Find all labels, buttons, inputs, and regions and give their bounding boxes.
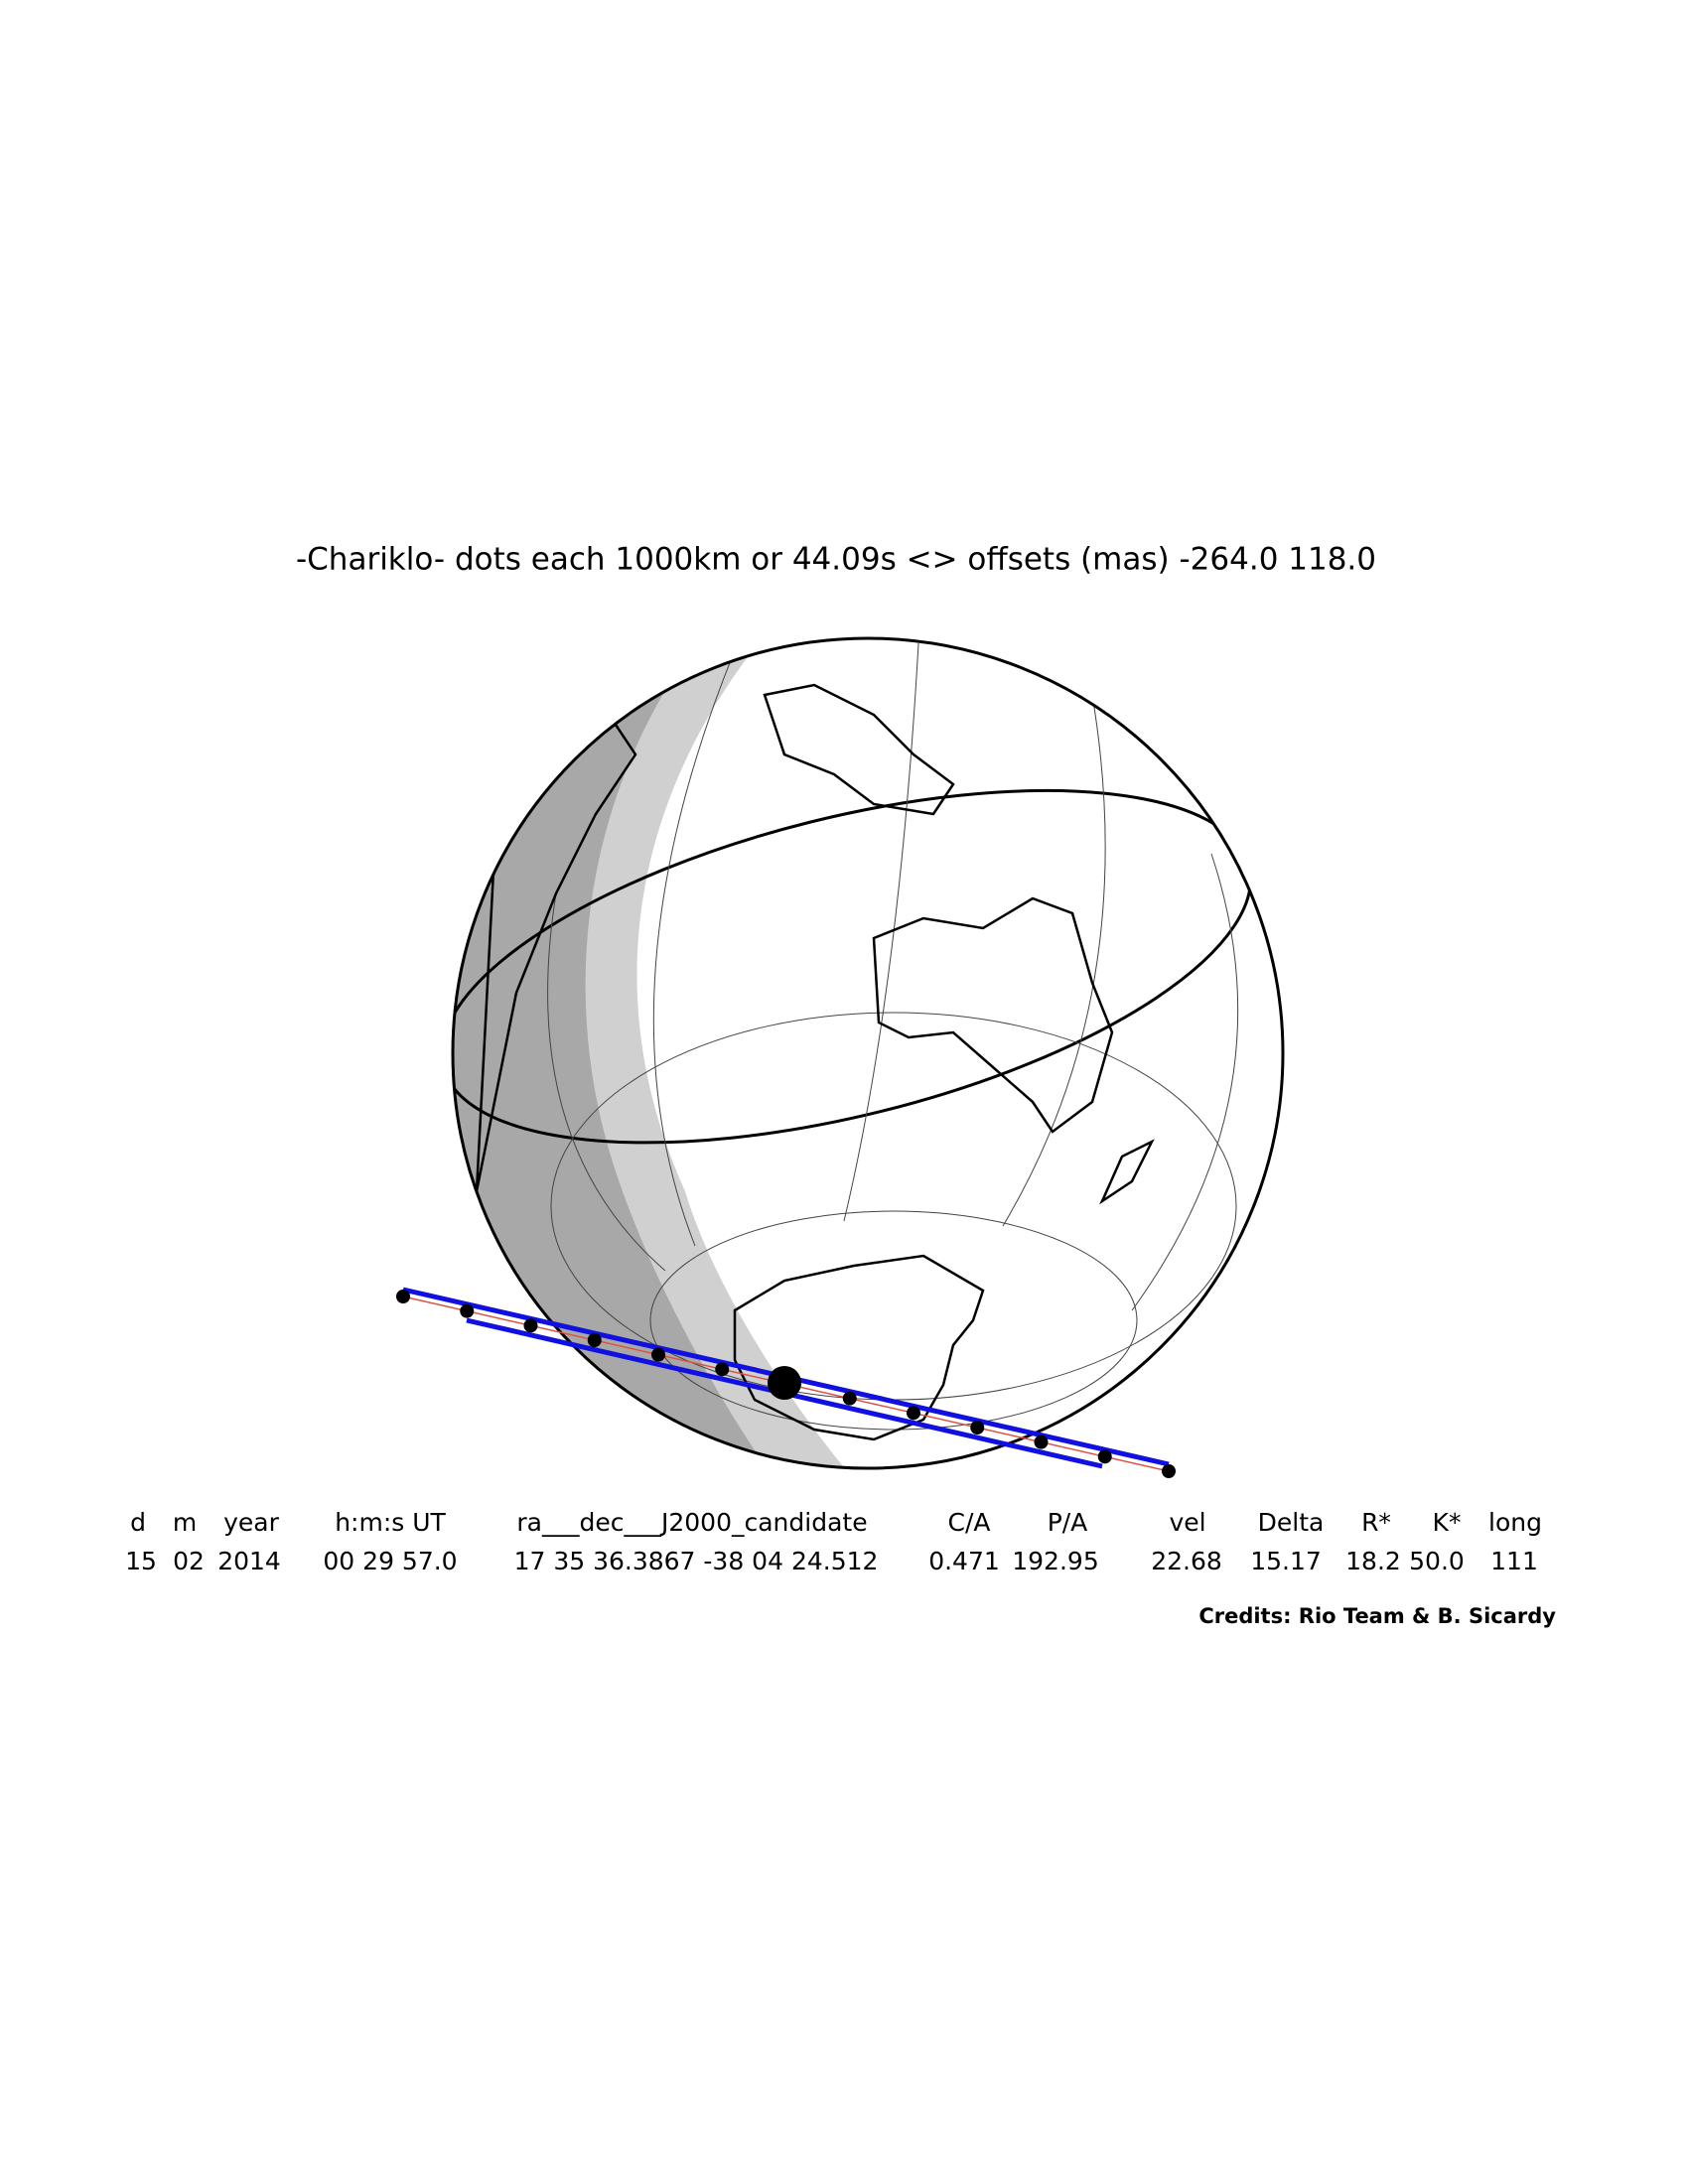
- meridian: [1131, 853, 1239, 1311]
- map-title: -Chariklo- dots each 1000km or 44.09s <>…: [296, 542, 1376, 578]
- southeast-asia: [763, 683, 955, 816]
- column-header: vel: [1169, 1508, 1205, 1537]
- column-header: Delta: [1258, 1508, 1325, 1537]
- new-zealand: [1099, 1139, 1155, 1205]
- path-dot: [587, 1333, 602, 1347]
- column-header: K*: [1433, 1508, 1462, 1537]
- path-dot: [1034, 1434, 1049, 1449]
- column-value: 18.2: [1345, 1547, 1401, 1575]
- column-header: year: [223, 1508, 279, 1537]
- meridian: [1002, 694, 1106, 1227]
- column-header: R*: [1361, 1508, 1391, 1537]
- column-value: 50.0: [1409, 1547, 1465, 1575]
- path-dot: [970, 1421, 985, 1434]
- column-value: 15: [125, 1547, 157, 1575]
- column-value: 15.17: [1250, 1547, 1322, 1575]
- credits: Credits: Rio Team & B. Sicardy: [1198, 1604, 1556, 1628]
- column-header: long: [1488, 1508, 1542, 1537]
- column-header: ra___dec___J2000_candidate: [516, 1508, 867, 1537]
- column-value: 0.471: [928, 1547, 1000, 1575]
- path-dot: [907, 1406, 920, 1421]
- table-header: d m year h:m:s UT ra___dec___J2000_candidate…: [130, 1508, 1542, 1537]
- column-value: 00 29 57.0: [323, 1547, 457, 1575]
- column-value: 22.68: [1151, 1547, 1222, 1575]
- path-dot: [651, 1347, 665, 1362]
- path-dot: [1097, 1449, 1112, 1464]
- column-value: 17 35 36.3867 -38 04 24.512: [514, 1547, 879, 1575]
- column-header: P/A: [1048, 1508, 1088, 1537]
- globe-outline: [451, 636, 1285, 1470]
- latitude-line: [649, 1210, 1138, 1431]
- table-values: 15 02 2014 00 29 57.0 17 35 36.3867 -38 04 2…: [125, 1547, 1538, 1575]
- path-dot: [842, 1391, 857, 1406]
- path-dot: [1162, 1464, 1176, 1478]
- antarctica: [733, 1254, 985, 1441]
- column-header: m: [173, 1508, 197, 1537]
- closest-approach-dot: [768, 1366, 801, 1400]
- path-dot: [396, 1290, 410, 1303]
- column-header: h:m:s UT: [335, 1508, 446, 1537]
- path-dot: [460, 1303, 475, 1318]
- column-value: 111: [1490, 1547, 1538, 1575]
- globe: [451, 636, 1285, 1470]
- column-value: 02: [173, 1547, 205, 1575]
- meridian: [652, 649, 736, 1247]
- column-header: d: [130, 1508, 146, 1537]
- night-band: [453, 638, 774, 1468]
- path-dot: [523, 1318, 538, 1333]
- shadow-path: [396, 1287, 1176, 1478]
- meridian: [843, 642, 919, 1222]
- australia: [872, 896, 1114, 1134]
- path-dot: [715, 1362, 730, 1377]
- meridian: [547, 892, 666, 1272]
- column-header: C/A: [948, 1508, 991, 1537]
- column-value: 192.95: [1012, 1547, 1098, 1575]
- column-value: 2014: [217, 1547, 281, 1575]
